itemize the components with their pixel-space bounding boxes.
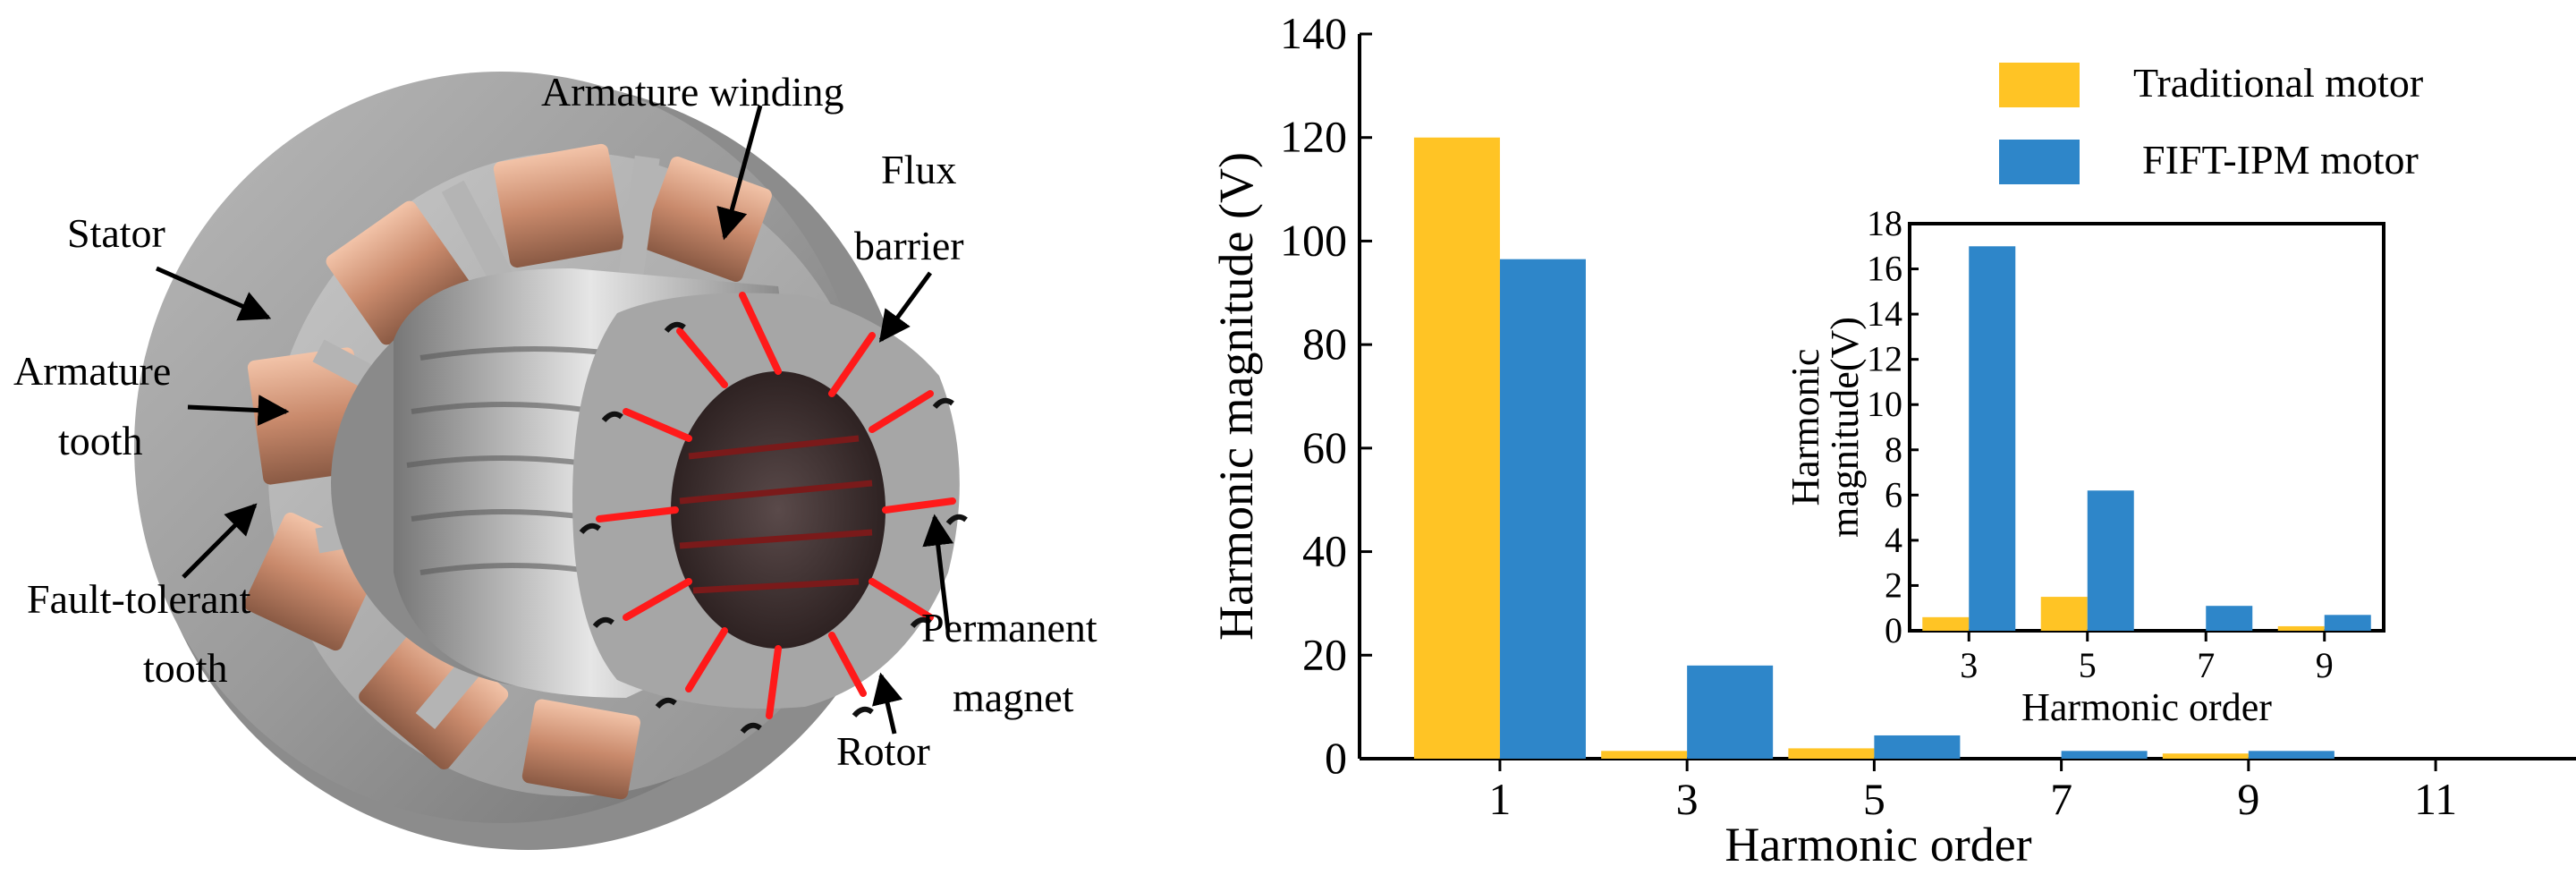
label-armature-winding: Armature winding bbox=[541, 69, 844, 115]
y-tick-label: 40 bbox=[1302, 526, 1347, 576]
diagram-labels: Armature winding Flux barrier Stator Arm… bbox=[13, 69, 1097, 774]
label-barrier: barrier bbox=[854, 223, 964, 268]
legend-swatch-fift-ipm bbox=[1999, 140, 2080, 184]
bar-fift-ipm-h3 bbox=[1687, 665, 1774, 759]
inset-x-tick-label: 5 bbox=[2079, 645, 2097, 685]
label-tooth: tooth bbox=[58, 418, 143, 463]
label-rotor: Rotor bbox=[836, 728, 930, 774]
inset-y-tick-label: 14 bbox=[1867, 293, 1902, 334]
y-tick-label: 60 bbox=[1302, 422, 1347, 472]
label-tooth-2: tooth bbox=[143, 645, 228, 691]
legend-label-traditional: Traditional motor bbox=[2133, 60, 2423, 106]
main-bars bbox=[1413, 137, 2334, 759]
inset-bar-fift-ipm-h9 bbox=[2324, 615, 2371, 631]
motor-diagram: Armature winding Flux barrier Stator Arm… bbox=[0, 0, 1181, 871]
y-axis-title: Harmonic magnitude (V) bbox=[1209, 152, 1263, 641]
inset-x-tick-label: 7 bbox=[2197, 645, 2215, 685]
bar-fift-ipm-h1 bbox=[1499, 259, 1586, 759]
inset-bar-traditional-h5 bbox=[2040, 597, 2088, 631]
x-tick-label: 5 bbox=[1863, 774, 1885, 824]
inset-bar-fift-ipm-h5 bbox=[2087, 490, 2134, 631]
bar-traditional-h1 bbox=[1413, 137, 1500, 759]
harmonic-chart: 0 20 40 60 80 100 120 140 1 3 5 7 9 11 Harmonic order H… bbox=[1181, 0, 2576, 871]
inset-bar-fift-ipm-h7 bbox=[2206, 606, 2253, 631]
x-tick-label: 7 bbox=[2050, 774, 2072, 824]
inset-y-axis-title-line1: Harmonic bbox=[1784, 349, 1827, 506]
label-fault-tolerant: Fault-tolerant bbox=[27, 576, 251, 622]
inset-y-axis-title-line2: magnitude(V) bbox=[1823, 317, 1867, 538]
bar-fift-ipm-h7 bbox=[2061, 751, 2148, 759]
motor-illustration: Armature winding Flux barrier Stator Arm… bbox=[13, 69, 1097, 850]
inset-y-tick-label: 16 bbox=[1867, 249, 1902, 289]
inset-x-axis-title: Harmonic order bbox=[2021, 685, 2272, 729]
permanent-magnets bbox=[596, 292, 956, 719]
inset-y-tick-label: 4 bbox=[1885, 520, 1902, 560]
legend: Traditional motor FIFT-IPM motor bbox=[1999, 60, 2423, 184]
inset-y-tick-label: 6 bbox=[1885, 474, 1902, 514]
label-stator: Stator bbox=[67, 210, 165, 256]
x-axis-title: Harmonic order bbox=[1724, 818, 2031, 871]
label-armature: Armature bbox=[13, 348, 171, 394]
legend-label-fift-ipm: FIFT-IPM motor bbox=[2142, 137, 2419, 183]
inset-y-tick-label: 12 bbox=[1867, 339, 1902, 379]
inset-y-tick-label: 2 bbox=[1885, 565, 1902, 605]
y-tick-label: 0 bbox=[1325, 733, 1347, 783]
bar-traditional-h3 bbox=[1601, 751, 1688, 759]
inset-y-tick-label: 8 bbox=[1885, 429, 1902, 470]
y-tick-label: 140 bbox=[1280, 8, 1347, 58]
inset-bar-traditional-h3 bbox=[1922, 616, 1970, 631]
inset-x-tick-label: 9 bbox=[2316, 645, 2334, 685]
label-magnet: magnet bbox=[953, 675, 1074, 720]
inset-bar-traditional-h9 bbox=[2277, 625, 2325, 631]
inset-x-tick-label: 3 bbox=[1960, 645, 1978, 685]
x-tick-label: 3 bbox=[1676, 774, 1699, 824]
shaft-lines bbox=[679, 435, 873, 594]
label-flux: Flux bbox=[881, 147, 956, 192]
shaft-bore bbox=[671, 371, 886, 649]
x-tick-label: 1 bbox=[1488, 774, 1511, 824]
legend-swatch-traditional bbox=[1999, 63, 2080, 107]
bar-fift-ipm-h9 bbox=[2248, 751, 2334, 759]
inset-y-tick-label: 10 bbox=[1867, 384, 1902, 424]
callout-arrows bbox=[155, 105, 954, 735]
inset-bar-fift-ipm-h3 bbox=[1969, 246, 2016, 631]
bar-traditional-h9 bbox=[2162, 753, 2249, 759]
y-tick-label: 20 bbox=[1302, 629, 1347, 679]
inset-y-tick-label: 18 bbox=[1867, 203, 1902, 243]
y-tick-label: 80 bbox=[1302, 319, 1347, 369]
bar-traditional-h5 bbox=[1788, 748, 1875, 759]
y-tick-label: 100 bbox=[1280, 215, 1347, 265]
x-tick-label: 11 bbox=[2414, 774, 2457, 824]
x-tick-label: 9 bbox=[2237, 774, 2259, 824]
label-permanent: Permanent bbox=[921, 605, 1097, 650]
inset-y-tick-label: 0 bbox=[1885, 610, 1902, 650]
y-tick-label: 120 bbox=[1280, 112, 1347, 162]
bar-fift-ipm-h5 bbox=[1874, 735, 1961, 759]
